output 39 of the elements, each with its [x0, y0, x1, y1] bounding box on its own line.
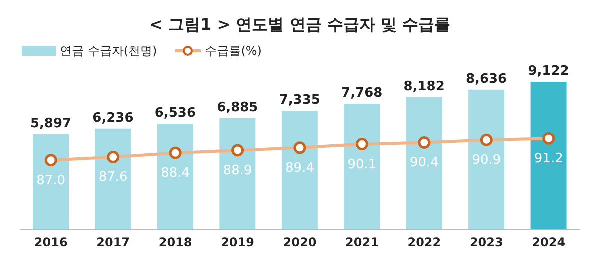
- data-label: 6,236: [92, 110, 134, 126]
- x-tick-label: 2023: [470, 236, 504, 250]
- bar: [157, 124, 194, 230]
- bar: [33, 134, 69, 230]
- x-tick-label: 2019: [221, 236, 254, 250]
- data-label: 88.9: [223, 164, 252, 179]
- bar: [406, 97, 442, 230]
- bar: [95, 128, 132, 230]
- legend-label: 수급률(%): [205, 42, 262, 60]
- data-label: 90.4: [410, 156, 439, 171]
- x-tick-label: 2016: [34, 236, 68, 250]
- data-label: 6,885: [217, 100, 258, 116]
- data-label: 7,335: [279, 92, 320, 108]
- x-tick-label: 2018: [158, 236, 192, 250]
- bar: [468, 90, 505, 230]
- data-label: 90.9: [472, 153, 502, 168]
- data-label: 8,182: [404, 79, 445, 94]
- data-label: 91.2: [534, 152, 564, 167]
- data-label: 87.0: [36, 173, 66, 188]
- data-label: 90.1: [348, 157, 377, 172]
- bar: [530, 82, 567, 230]
- data-label: 9,122: [528, 64, 570, 79]
- x-tick-label: 2024: [532, 236, 566, 250]
- data-label: 89.4: [286, 160, 314, 176]
- data-label: 87.6: [98, 170, 128, 186]
- bar: [344, 104, 380, 230]
- data-label: 7,768: [342, 86, 383, 101]
- chart-title: < 그림1 > 연도별 연금 수급자 및 수급률: [148, 14, 452, 36]
- bar: [220, 118, 256, 230]
- data-label: 8,636: [466, 72, 508, 87]
- legend-label: 연금 수급자(천명): [60, 42, 158, 60]
- data-label: 6,536: [154, 106, 196, 121]
- x-tick-label: 2020: [283, 236, 317, 250]
- data-label: 5,897: [30, 116, 72, 132]
- x-tick-label: 2021: [346, 236, 379, 250]
- x-tick-label: 2022: [408, 236, 442, 250]
- x-tick-label: 2017: [96, 236, 130, 250]
- data-label: 88.4: [161, 166, 190, 182]
- bar: [282, 110, 318, 230]
